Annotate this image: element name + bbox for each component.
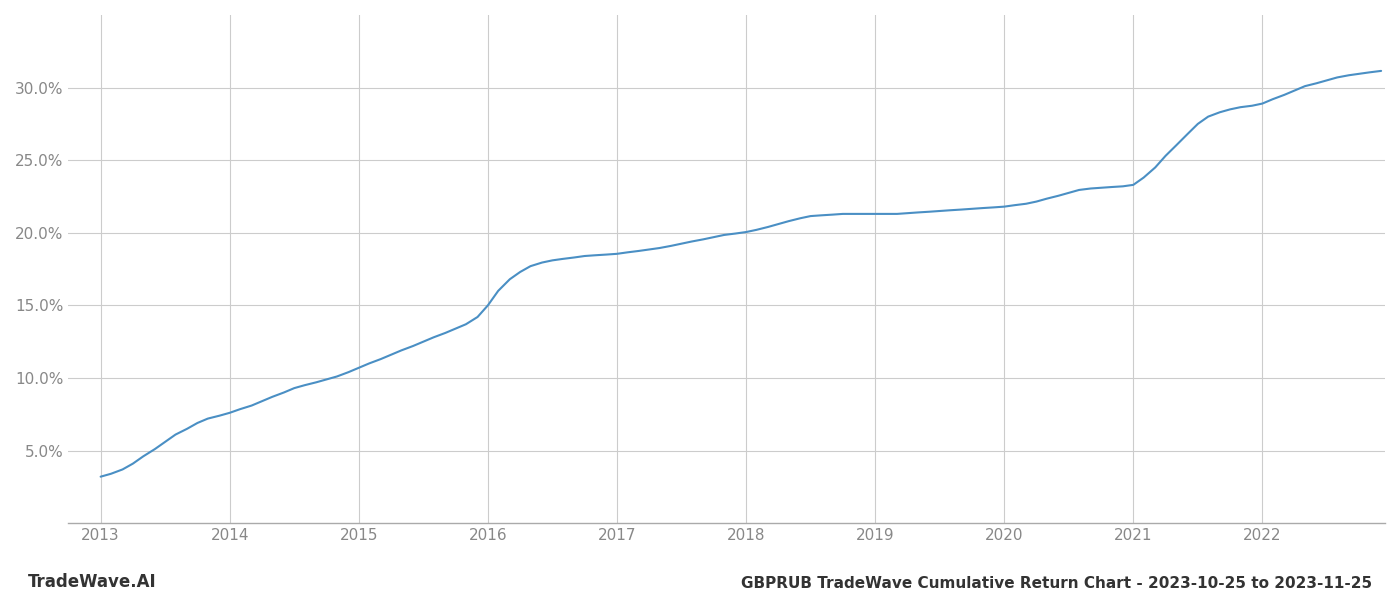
Text: GBPRUB TradeWave Cumulative Return Chart - 2023-10-25 to 2023-11-25: GBPRUB TradeWave Cumulative Return Chart…	[741, 576, 1372, 591]
Text: TradeWave.AI: TradeWave.AI	[28, 573, 157, 591]
